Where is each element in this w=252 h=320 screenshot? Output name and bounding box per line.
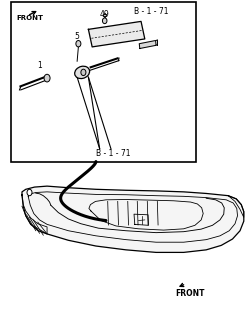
Circle shape — [103, 18, 107, 24]
Bar — [11, 2, 196, 162]
Text: 1: 1 — [37, 60, 42, 70]
Text: 5: 5 — [75, 32, 79, 41]
Polygon shape — [139, 41, 156, 49]
Polygon shape — [22, 186, 244, 252]
Ellipse shape — [75, 66, 90, 79]
Bar — [103, 14, 106, 16]
Text: FRONT: FRONT — [16, 15, 44, 21]
Circle shape — [44, 74, 50, 82]
Text: B - 1 - 71: B - 1 - 71 — [96, 148, 131, 157]
Polygon shape — [88, 21, 145, 47]
Text: 49: 49 — [100, 10, 109, 19]
Circle shape — [27, 189, 32, 196]
Text: B - 1 - 71: B - 1 - 71 — [134, 7, 168, 16]
Circle shape — [81, 69, 86, 76]
Text: FRONT: FRONT — [175, 289, 204, 298]
Circle shape — [76, 41, 81, 47]
